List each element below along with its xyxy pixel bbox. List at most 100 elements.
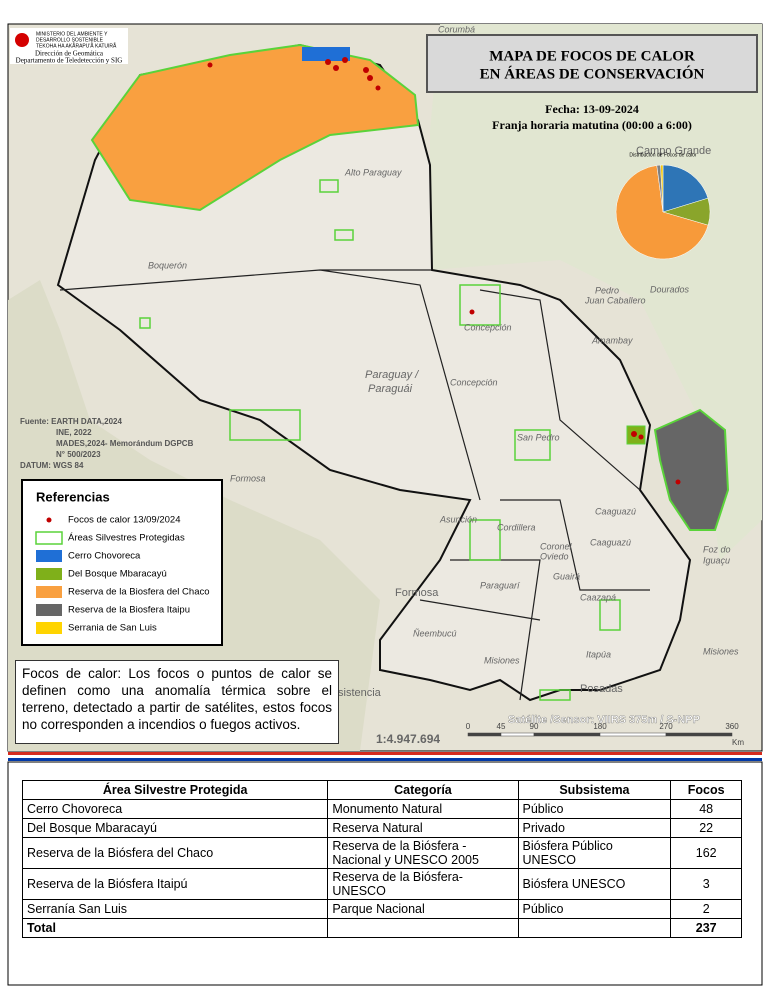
legend-symbol (36, 622, 62, 634)
table-cell: 48 (670, 799, 742, 819)
legend: Focos de calor 13/09/2024 Áreas Silvestre… (35, 515, 210, 634)
logo-icon (15, 33, 29, 47)
table-cell: Público (517, 899, 672, 919)
table-body: Cerro Chovoreca Monumento Natural Público 4… (21, 799, 742, 938)
map-label: Guairá (553, 571, 580, 581)
satellite: Satélite /Sensor: VIIRS 375m / S-NPP (508, 714, 700, 726)
table-cell (327, 918, 519, 938)
legend-symbol (36, 586, 62, 598)
table-row: Cerro Chovoreca Monumento Natural Público 4… (21, 799, 742, 819)
map-label: Caaguazú (595, 506, 636, 516)
legend-label: Cerro Chovoreca (68, 551, 141, 562)
map-label: Dourados (650, 284, 690, 294)
legend-symbol (46, 517, 52, 523)
table-cell: Reserva de la Biósfera del Chaco (21, 837, 329, 869)
paraguay-outline (56, 43, 692, 702)
legend-box (21, 479, 223, 646)
pie-slice (660, 164, 664, 213)
table-cell: Parque Nacional (327, 899, 519, 919)
note: Focos de calor: Los focos o puntos de ca… (15, 660, 339, 744)
legend-label: Áreas Silvestres Protegidas (68, 533, 185, 544)
flag-white (8, 755, 762, 758)
time-range: Franja horaria matutina (00:00 a 6:00) (492, 118, 692, 132)
pie-slice (662, 164, 709, 213)
map-label: Amambay (591, 335, 633, 345)
map-label: Paraguay / (365, 369, 419, 381)
legend-label: Serrania de San Luis (68, 623, 157, 634)
table-cell: Monumento Natural (327, 799, 519, 819)
map-label: Cordillera (497, 522, 536, 532)
scale-segment (467, 732, 502, 737)
scale-bar: 0 45 90 180 270 360 Km (466, 722, 745, 747)
scale-segment (500, 732, 535, 737)
legend-symbol (35, 531, 63, 545)
date: Fecha: 13-09-2024 (545, 102, 639, 116)
scale-tick-label: 180 (593, 722, 607, 731)
pie-chart (615, 164, 711, 260)
pie-slice (615, 165, 709, 260)
column-header: Área Silvestre Protegida (21, 780, 329, 800)
logo-text: DESARROLLO SOSTENIBLE (36, 37, 104, 43)
brazil-area (430, 24, 762, 560)
map-label: Foz do (703, 544, 731, 554)
map-label: Itapúa (586, 649, 611, 659)
itaipu-reserve (653, 408, 730, 531)
map-label: Iguaçu (703, 555, 730, 565)
map-label: Caazapá (580, 592, 616, 602)
legend-label: Reserva de la Biosfera Itaipu (68, 605, 190, 616)
table-cell: 3 (670, 868, 742, 900)
protected-areas (139, 179, 621, 701)
fire-points (207, 57, 681, 485)
title-box (426, 34, 758, 93)
flag-blue (8, 758, 762, 761)
column-header: Focos (670, 780, 742, 800)
scale-tick-label: 360 (725, 722, 739, 731)
scale-segment (599, 732, 667, 737)
map-label: Coronel (540, 541, 573, 551)
table-cell: Serranía San Luis (21, 899, 329, 919)
table-cell: Público (517, 799, 672, 819)
table-cell: Cerro Chovoreca (21, 799, 329, 819)
map-labels: Corumbá Alto Paraguay Campo Grande Boque… (148, 24, 739, 699)
table-cell (517, 918, 672, 938)
logo-box (10, 28, 128, 64)
chovoreca-area (302, 47, 350, 61)
table-cell: Reserva de la Biósfera Itaipú (21, 868, 329, 900)
map-label: Ñeembucú (413, 628, 457, 638)
table-cell: Reserva de la Biósfera-UNESCO (327, 868, 519, 900)
source-line: INE, 2022 (56, 428, 92, 437)
map-label: Boquerón (148, 260, 187, 270)
table-row: Reserva de la Biósfera del Chaco Reserva … (21, 837, 742, 869)
map-label: Juan Caballero (584, 295, 646, 305)
scale-ratio: 1:4.947.694 (376, 732, 440, 746)
map-label: Pedro (595, 285, 619, 295)
map-label: Concepción (450, 377, 498, 387)
table-row: Reserva de la Biósfera Itaipú Reserva de … (21, 868, 742, 900)
table-cell: Reserva Natural (327, 818, 519, 838)
map-label: Caaguazú (590, 537, 631, 547)
legend-symbol (36, 568, 62, 580)
table-cell: 22 (670, 818, 742, 838)
table-row: Serranía San Luis Parque Nacional Público 2 (21, 899, 742, 919)
scale-segment (665, 732, 733, 737)
map-label: Corumbá (438, 24, 475, 34)
source-line: Fuente: EARTH DATA,2024 (20, 417, 122, 426)
table-cell: Biósfera UNESCO (517, 868, 672, 900)
column-header: Subsistema (517, 780, 672, 800)
legend-label: Del Bosque Mbaracayú (68, 569, 167, 580)
legend-symbol (36, 550, 62, 562)
scale-tick-label: 45 (497, 722, 506, 731)
flag-red (8, 752, 762, 755)
map-label: Formosa (395, 587, 439, 599)
dept-name: Departamento de Teledetección y SIG (16, 57, 123, 65)
legend-label: Reserva de la Biosfera del Chaco (68, 587, 210, 598)
title: MAPA DE FOCOS DE CALOR (489, 48, 695, 64)
total-label: Total (21, 918, 329, 938)
scale-unit: Km (732, 738, 744, 747)
legend-title: Referencias (36, 489, 110, 504)
source-line: MADES,2024- Memorándum DGPCB (56, 439, 194, 448)
map-label: Paraguái (368, 383, 413, 395)
table-row: Del Bosque Mbaracayú Reserva Natural Priva… (21, 818, 742, 838)
map-label: Concepción (464, 322, 512, 332)
